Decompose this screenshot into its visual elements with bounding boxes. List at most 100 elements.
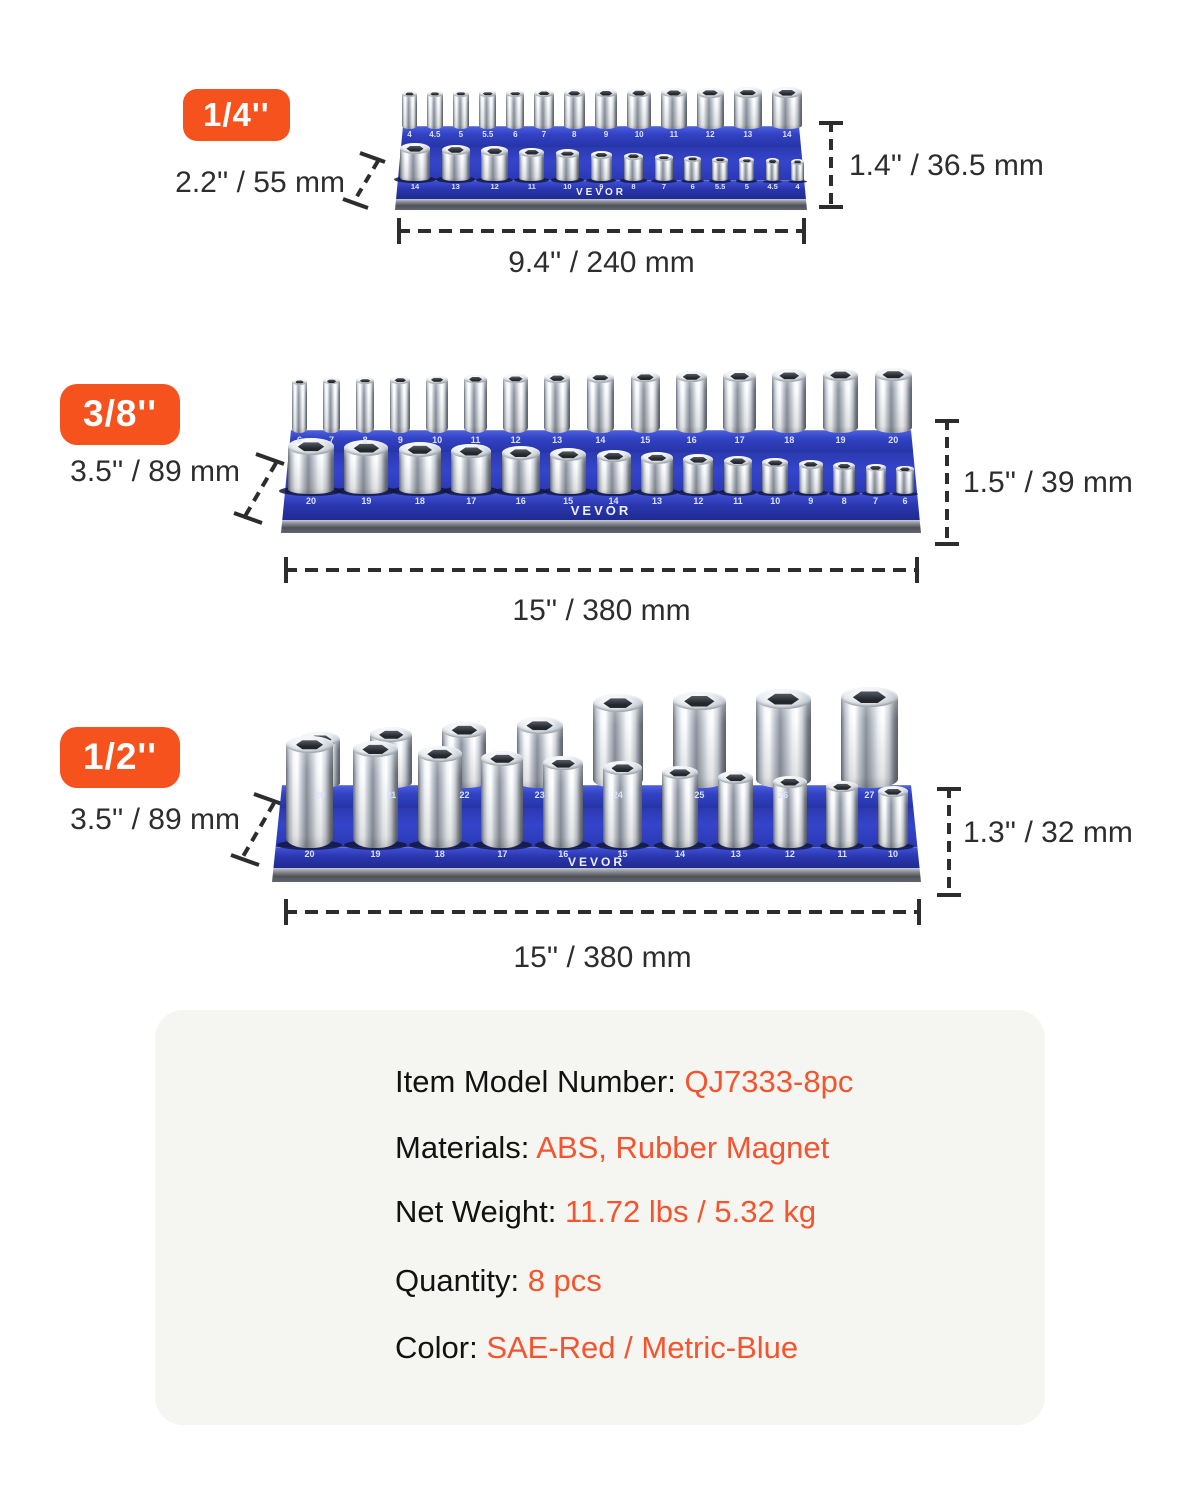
socket-size-label: 20 bbox=[314, 790, 326, 800]
spec-row-color: Color: SAE-Red / Metric-Blue bbox=[395, 1328, 798, 1368]
socket bbox=[543, 756, 584, 848]
width-dimension-line bbox=[284, 899, 921, 925]
spec-value: 8 pcs bbox=[527, 1263, 602, 1298]
socket-barrel bbox=[755, 698, 811, 788]
socket-barrel bbox=[418, 753, 462, 848]
socket-hex-opening bbox=[603, 698, 633, 709]
socket-size-label: 16 bbox=[558, 849, 569, 859]
socket bbox=[352, 741, 399, 848]
socket-hole bbox=[473, 840, 532, 850]
socket-hex-opening bbox=[611, 764, 634, 773]
spec-value: ABS, Rubber Magnet bbox=[536, 1130, 830, 1165]
socket bbox=[840, 686, 898, 788]
spec-value: QJ7333-8pc bbox=[684, 1064, 854, 1099]
socket-barrel bbox=[516, 725, 563, 788]
socket-barrel bbox=[718, 777, 754, 848]
socket-top bbox=[442, 722, 487, 738]
socket-hex-opening bbox=[379, 730, 404, 740]
socket-top bbox=[370, 727, 413, 743]
socket-barrel bbox=[826, 786, 859, 848]
depth-dimension-label: 3.5'' / 89 mm bbox=[70, 455, 240, 488]
ledge-strip bbox=[272, 785, 921, 808]
socket-top bbox=[673, 691, 726, 711]
socket-top bbox=[481, 751, 524, 767]
socket bbox=[878, 786, 908, 848]
spec-row-weight: Net Weight: 11.72 lbs / 5.32 kg bbox=[395, 1192, 816, 1232]
socket-hole bbox=[872, 842, 914, 850]
width-dimension-label: 9.4'' / 240 mm bbox=[508, 246, 695, 279]
socket-barrel bbox=[286, 744, 333, 848]
socket bbox=[661, 766, 699, 848]
socket-top bbox=[603, 761, 642, 775]
socket-barrel bbox=[603, 767, 642, 848]
socket-size-label: 12 bbox=[784, 849, 795, 859]
socket-barrel bbox=[773, 782, 807, 848]
socket-top bbox=[418, 746, 462, 762]
socket-barrel bbox=[352, 749, 399, 848]
socket-barrel bbox=[300, 739, 340, 788]
socket bbox=[286, 736, 333, 848]
spec-label: Item Model Number: bbox=[395, 1064, 685, 1099]
socket-hex-opening bbox=[725, 774, 746, 782]
height-dimension-line bbox=[935, 419, 959, 546]
socket bbox=[773, 776, 807, 848]
depth-dimension-line bbox=[233, 452, 285, 525]
socket-top bbox=[286, 736, 333, 753]
socket-barrel bbox=[370, 734, 413, 788]
socket-top bbox=[300, 732, 340, 747]
height-dimension-label: 1.5'' / 39 mm bbox=[963, 466, 1133, 499]
spec-label: Net Weight: bbox=[395, 1194, 566, 1229]
socket-top bbox=[840, 686, 898, 708]
socket-size-label: 17 bbox=[497, 849, 508, 859]
socket-barrel bbox=[673, 700, 726, 788]
socket bbox=[718, 771, 754, 848]
socket-hole bbox=[409, 840, 471, 850]
socket-size-label: 20 bbox=[304, 849, 315, 859]
height-dimension-label: 1.4'' / 36.5 mm bbox=[849, 149, 1044, 182]
socket-top bbox=[878, 786, 908, 797]
socket-size-label: 21 bbox=[386, 790, 397, 800]
socket-hole bbox=[711, 841, 761, 850]
height-dimension-line bbox=[819, 121, 843, 209]
socket-barrel bbox=[442, 729, 487, 788]
socket-top bbox=[352, 741, 399, 758]
socket-hex-opening bbox=[362, 744, 389, 755]
socket-hex-opening bbox=[308, 735, 332, 744]
height-dimension-label: 1.3'' / 32 mm bbox=[963, 816, 1133, 849]
spec-value: SAE-Red / Metric-Blue bbox=[486, 1330, 799, 1365]
socket-hex-opening bbox=[669, 769, 691, 777]
socket-barrel bbox=[661, 772, 699, 848]
socket-hole bbox=[595, 840, 650, 850]
socket-barrel bbox=[481, 758, 524, 848]
socket-top bbox=[543, 756, 584, 771]
socket bbox=[442, 722, 487, 788]
socket-size-label: 26 bbox=[778, 790, 789, 800]
socket-size-label: 13 bbox=[730, 849, 741, 859]
socket-size-label: 25 bbox=[694, 790, 705, 800]
socket-hex-opening bbox=[551, 759, 575, 768]
socket-hole bbox=[535, 840, 592, 850]
socket bbox=[370, 727, 413, 788]
socket bbox=[755, 689, 811, 788]
socket-size-label: 27 bbox=[864, 790, 875, 800]
socket-top bbox=[592, 694, 643, 712]
deck-strip bbox=[272, 808, 921, 847]
spec-label: Color: bbox=[395, 1330, 487, 1365]
socket-hole bbox=[820, 842, 865, 850]
face-strip bbox=[272, 847, 921, 868]
spec-label: Quantity: bbox=[395, 1263, 528, 1298]
socket-hole bbox=[343, 840, 408, 850]
socket-hole bbox=[654, 841, 706, 850]
socket bbox=[516, 717, 563, 788]
socket-hex-opening bbox=[490, 754, 515, 764]
socket-barrel bbox=[840, 696, 898, 788]
depth-dimension-label: 3.5'' / 89 mm bbox=[70, 803, 240, 836]
socket-top bbox=[516, 717, 563, 734]
depth-dimension-line bbox=[342, 151, 386, 210]
socket bbox=[481, 751, 524, 848]
socket bbox=[300, 732, 340, 788]
tray-body bbox=[272, 785, 921, 882]
socket-size-label: 14 bbox=[674, 849, 686, 859]
spec-value: 11.72 lbs / 5.32 kg bbox=[565, 1194, 817, 1229]
